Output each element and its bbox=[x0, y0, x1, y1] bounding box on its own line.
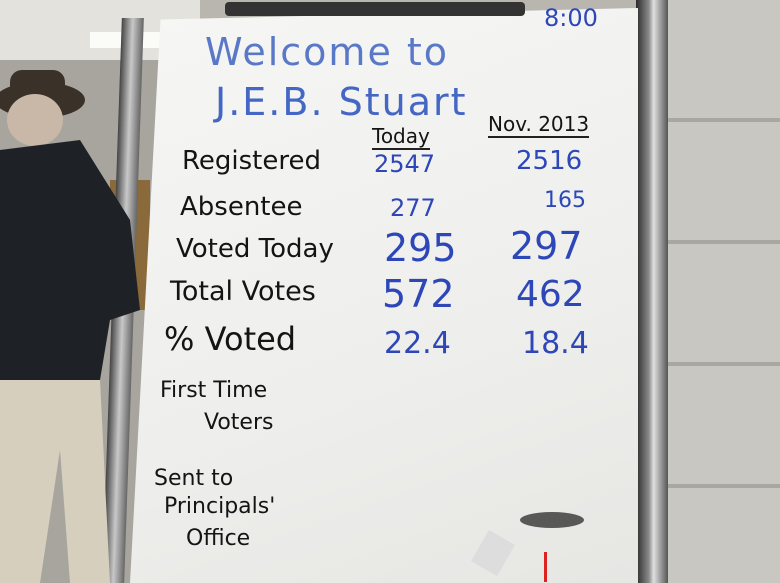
board-top-rail bbox=[225, 2, 525, 16]
row-label: % Voted bbox=[164, 320, 297, 358]
row-label-line3: Office bbox=[186, 526, 251, 551]
row-label: Total Votes bbox=[170, 276, 316, 307]
column-header-nov-2013: Nov. 2013 bbox=[488, 112, 590, 138]
row-label-line1: First Time bbox=[160, 378, 268, 403]
column-header-today: Today bbox=[372, 124, 430, 150]
row-label-line2: Voters bbox=[204, 410, 274, 435]
time-label: 8:00 bbox=[544, 4, 598, 32]
whiteboard bbox=[130, 8, 638, 583]
board-frame-right bbox=[636, 0, 668, 583]
row-label: Voted Today bbox=[176, 234, 334, 264]
today-value: 295 bbox=[384, 226, 457, 270]
head bbox=[7, 94, 63, 146]
welcome-heading: Welcome to bbox=[205, 30, 450, 74]
today-value: 277 bbox=[390, 194, 436, 222]
row-label: Registered bbox=[182, 146, 321, 176]
nov2013-value: 165 bbox=[544, 188, 586, 213]
khaki-pants bbox=[0, 380, 110, 583]
nov2013-value: 2516 bbox=[516, 146, 583, 176]
nov2013-value: 462 bbox=[516, 274, 585, 315]
marker-smudge bbox=[520, 512, 584, 528]
school-name: J.E.B. Stuart bbox=[215, 80, 468, 124]
row-label: Absentee bbox=[180, 192, 303, 222]
nov2013-value: 18.4 bbox=[522, 326, 589, 361]
row-label-line1: Sent to bbox=[154, 466, 234, 491]
quilted-jacket bbox=[0, 140, 140, 380]
nov2013-value: 297 bbox=[510, 224, 583, 268]
today-value: 2547 bbox=[374, 150, 436, 178]
row-label-line2: Principals' bbox=[164, 494, 276, 519]
today-value: 572 bbox=[382, 272, 455, 316]
cinder-block-wall bbox=[660, 0, 780, 583]
today-value: 22.4 bbox=[384, 326, 451, 361]
red-mark bbox=[544, 552, 547, 582]
person-in-hat bbox=[0, 70, 140, 583]
